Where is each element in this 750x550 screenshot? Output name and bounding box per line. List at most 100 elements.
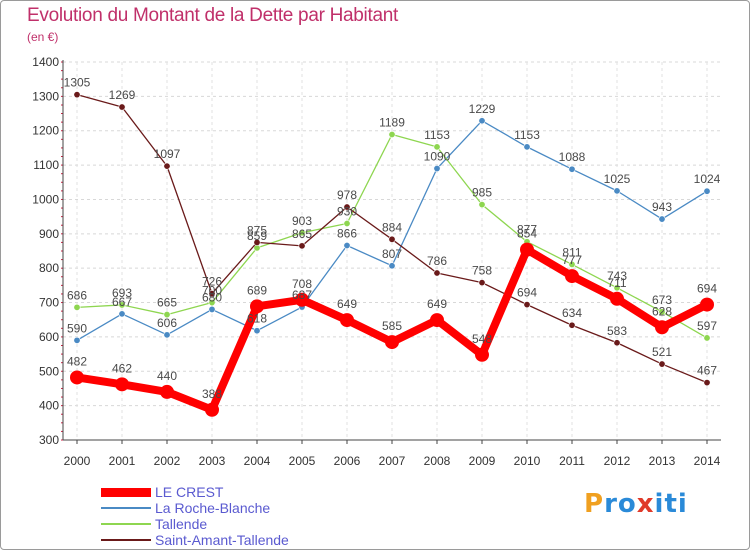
y-tick-label: 1400 [32, 55, 59, 69]
data-point [253, 238, 261, 246]
data-label: 693 [112, 286, 132, 300]
y-tick-label: 1000 [32, 192, 59, 206]
data-label: 1153 [424, 128, 450, 142]
data-point [703, 334, 711, 342]
data-label: 1305 [64, 76, 91, 90]
data-point [568, 260, 576, 268]
logo-letter: x [636, 489, 655, 519]
data-point [160, 384, 174, 399]
data-point [343, 242, 351, 250]
logo-letter: P [584, 489, 605, 519]
x-tick-label: 2010 [514, 454, 541, 468]
series-lines [70, 91, 714, 417]
data-label: 440 [157, 369, 177, 383]
data-label: 628 [652, 304, 672, 318]
data-label: 606 [157, 316, 177, 330]
data-point [475, 347, 489, 362]
legend-swatch [101, 523, 151, 525]
data-labels: 590 667 606 680 618 687 866 807 1090 1229 1153 1088… [64, 76, 721, 401]
axes: 300 400 500 600 700 800 900 1000 1100 1200 1300 140… [32, 55, 721, 468]
data-label: 1025 [604, 172, 631, 186]
x-tick-label: 2006 [334, 454, 361, 468]
data-point [523, 143, 531, 151]
data-point [658, 215, 666, 223]
data-point [118, 301, 126, 309]
data-point [250, 299, 264, 314]
data-point [478, 117, 486, 125]
x-tick-label: 2007 [379, 454, 406, 468]
data-point [385, 335, 399, 350]
data-point [295, 292, 309, 307]
y-tick-label: 1200 [32, 124, 59, 138]
data-label: 673 [652, 293, 672, 307]
data-label: 1269 [109, 88, 136, 102]
data-label: 482 [67, 354, 87, 368]
data-label: 758 [472, 264, 492, 278]
data-point [703, 379, 711, 387]
data-label: 462 [112, 361, 132, 375]
data-point [343, 203, 351, 211]
data-label: 877 [517, 223, 537, 237]
data-label: 786 [427, 254, 447, 268]
data-point [298, 229, 306, 237]
data-label: 903 [292, 214, 312, 228]
data-label: 548 [472, 332, 492, 346]
data-point [118, 310, 126, 318]
data-label: 521 [652, 345, 672, 359]
data-label: 597 [697, 319, 717, 333]
logo-letter: t [664, 489, 678, 519]
data-point [208, 299, 216, 307]
data-point [520, 242, 534, 257]
data-point [478, 201, 486, 209]
data-label: 859 [247, 229, 267, 243]
data-label: 585 [382, 319, 402, 333]
data-point [115, 377, 129, 392]
data-label: 1097 [154, 147, 181, 161]
data-label: 943 [652, 200, 672, 214]
data-label: 665 [157, 296, 177, 310]
x-tick-label: 2009 [469, 454, 496, 468]
legend-label: La Roche-Blanche [155, 500, 271, 516]
data-label: 985 [472, 186, 492, 200]
data-point [610, 291, 624, 306]
data-point [118, 103, 126, 111]
data-label: 811 [562, 245, 581, 259]
data-point [568, 321, 576, 329]
legend-label: Tallende [155, 516, 208, 532]
data-point [655, 320, 669, 335]
y-tick-label: 1100 [33, 158, 59, 172]
data-label: 590 [67, 321, 87, 335]
data-point [565, 269, 579, 284]
data-point [700, 297, 714, 312]
chart-title: Evolution du Montant de la Dette par Hab… [27, 5, 398, 26]
x-tick-label: 2012 [604, 454, 631, 468]
data-label: 743 [607, 269, 627, 283]
logo-letter: i [677, 489, 688, 519]
data-point [73, 336, 81, 344]
data-point [658, 308, 666, 316]
data-point [208, 290, 216, 298]
data-label: 1153 [514, 128, 540, 142]
y-tick-label: 300 [39, 433, 59, 447]
data-label: 865 [292, 227, 312, 241]
data-label: 388 [202, 387, 222, 401]
grid [63, 61, 721, 441]
data-label: 875 [247, 223, 267, 237]
legend-swatch [101, 539, 151, 541]
legend-label: Saint-Amant-Tallende [155, 532, 289, 548]
y-unit-label: (en €) [27, 30, 59, 44]
data-label: 866 [337, 227, 357, 241]
x-tick-label: 2002 [154, 454, 181, 468]
logo-letter: o [617, 489, 637, 519]
data-label: 689 [247, 283, 267, 297]
x-tick-label: 2013 [649, 454, 676, 468]
data-label: 1189 [379, 116, 405, 130]
data-point [658, 360, 666, 368]
logo-letter: r [604, 489, 618, 519]
legend-swatch [101, 507, 151, 509]
x-tick-label: 2008 [424, 454, 451, 468]
data-label: 618 [247, 312, 267, 326]
y-tick-label: 900 [39, 227, 59, 241]
